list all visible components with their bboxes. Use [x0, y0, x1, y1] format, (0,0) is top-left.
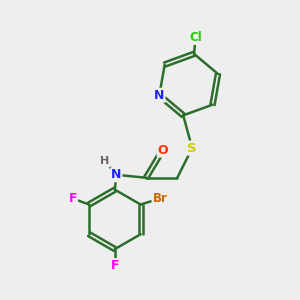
Text: H: H: [100, 156, 110, 167]
Text: S: S: [187, 142, 197, 154]
Text: Cl: Cl: [189, 31, 202, 44]
Text: F: F: [111, 259, 119, 272]
Text: O: O: [158, 144, 168, 157]
Text: Br: Br: [152, 192, 167, 205]
Text: N: N: [154, 89, 164, 102]
Text: F: F: [68, 192, 77, 205]
Text: N: N: [111, 168, 122, 181]
